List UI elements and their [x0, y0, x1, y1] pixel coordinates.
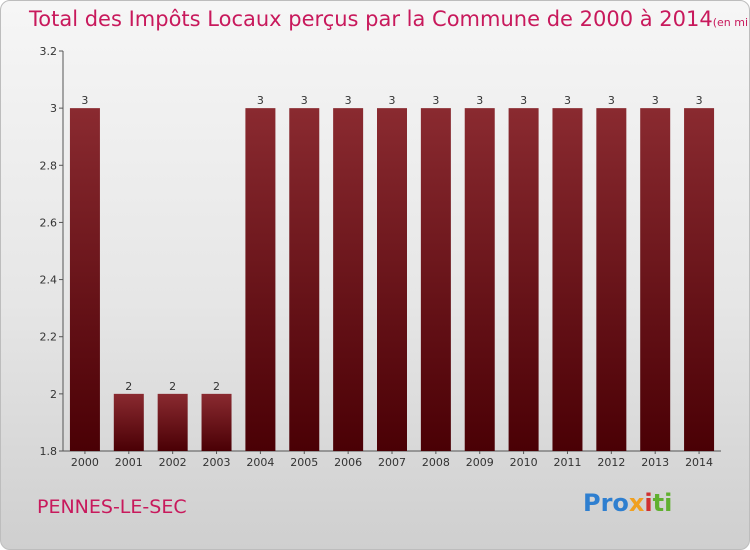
- x-tick-label: 2010: [510, 456, 538, 469]
- data-label: 3: [257, 94, 264, 107]
- bar: [640, 108, 671, 452]
- bar: [333, 108, 364, 452]
- x-tick-label: 2004: [246, 456, 274, 469]
- data-label: 3: [345, 94, 352, 107]
- y-tick-label: 2: [50, 388, 57, 401]
- bar: [596, 108, 627, 452]
- data-label: 2: [169, 380, 176, 393]
- data-label: 2: [213, 380, 220, 393]
- y-tick-label: 2.2: [40, 331, 58, 344]
- y-tick-label: 2.4: [40, 274, 58, 287]
- x-tick-label: 2000: [71, 456, 99, 469]
- x-tick-label: 2006: [334, 456, 362, 469]
- x-tick-label: 2001: [115, 456, 143, 469]
- x-tick-label: 2007: [378, 456, 406, 469]
- proxiti-logo: Proxiti: [583, 489, 673, 517]
- chart-title: Total des Impôts Locaux perçus par la Co…: [29, 7, 749, 31]
- data-label: 3: [432, 94, 439, 107]
- bar: [420, 108, 451, 452]
- y-tick-label: 2.6: [40, 216, 58, 229]
- x-tick-label: 2012: [597, 456, 625, 469]
- data-label: 3: [608, 94, 615, 107]
- commune-name: PENNES-LE-SEC: [37, 496, 187, 518]
- bar: [552, 108, 583, 452]
- bar: [464, 108, 495, 452]
- bar: [289, 108, 320, 452]
- x-tick-label: 2013: [641, 456, 669, 469]
- x-tick-label: 2005: [290, 456, 318, 469]
- data-label: 3: [301, 94, 308, 107]
- y-tick-label: 3: [50, 102, 57, 115]
- data-label: 3: [81, 94, 88, 107]
- unit-label: (en milliers d'€): [712, 16, 749, 29]
- x-tick-label: 2011: [553, 456, 581, 469]
- bars: [69, 108, 715, 452]
- x-tick-label: 2009: [466, 456, 494, 469]
- y-tick-label: 2.8: [40, 159, 58, 172]
- y-tick-label: 1.8: [40, 445, 58, 458]
- x-tick-label: 2003: [203, 456, 231, 469]
- value-labels: 3 2 2 2 3 3 3 3 3 3 3 3 3 3 3: [81, 94, 702, 393]
- bar: [69, 108, 100, 452]
- data-label: 3: [520, 94, 527, 107]
- data-label: 3: [389, 94, 396, 107]
- x-tick-label: 2008: [422, 456, 450, 469]
- bar: [377, 108, 407, 452]
- x-tick-label: 2002: [159, 456, 187, 469]
- title-text: Total des Impôts Locaux perçus par la Co…: [29, 7, 713, 31]
- bar: [113, 393, 144, 451]
- y-tick-label: 3.2: [40, 45, 58, 58]
- bar: [508, 108, 539, 452]
- bar: [245, 108, 276, 452]
- data-label: 2: [125, 380, 132, 393]
- bar: [684, 108, 715, 452]
- data-label: 3: [476, 94, 483, 107]
- data-label: 3: [652, 94, 659, 107]
- bar: [157, 393, 188, 451]
- bar: [201, 393, 232, 451]
- data-label: 3: [564, 94, 571, 107]
- x-tick-label: 2014: [685, 456, 713, 469]
- data-label: 3: [696, 94, 703, 107]
- axes: 1.8 2 2.2 2.4 2.6 2.8 3 3.2 2000 2001 2002 2003 2004…: [40, 45, 721, 469]
